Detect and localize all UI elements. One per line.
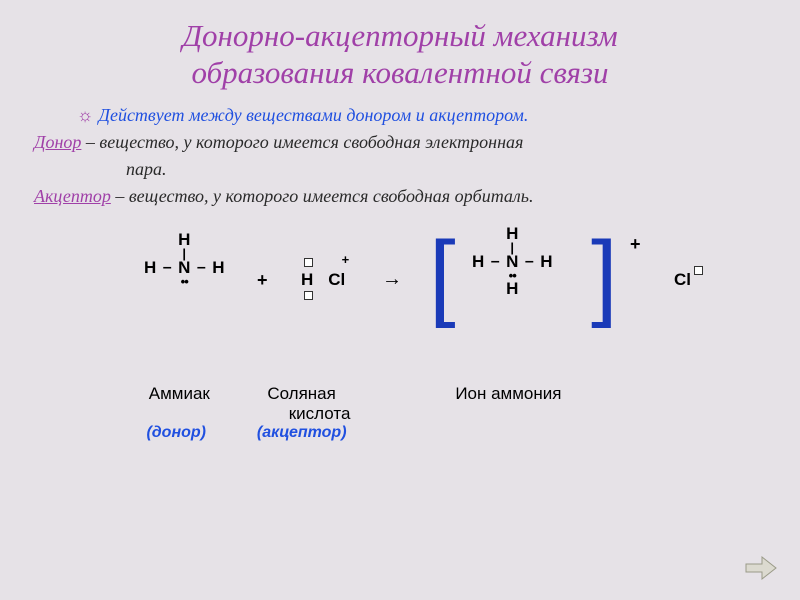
label-hcl-1: Соляная [267, 384, 336, 403]
molecule-hcl: H Cl + [301, 270, 345, 290]
donor-def-1: – вещество, у которого имеется свободная… [81, 132, 523, 152]
bond-vertical: | [144, 250, 224, 258]
donor-def-2: пара. [126, 159, 167, 179]
sun-bullet-icon: ☼ [76, 103, 94, 128]
labels-row-names-2: кислота [34, 404, 766, 424]
bond-horizontal: – [195, 259, 208, 276]
labels-row-names: Аммиак Соляная Ион аммония [34, 384, 766, 404]
vacant-orbital-box [304, 258, 313, 267]
plus-sign: + [257, 270, 268, 291]
atom-h: H [472, 279, 552, 299]
bond-horizontal: – [161, 259, 174, 276]
lone-pair-dots: •• [144, 278, 224, 285]
reaction-diagram: H | H – N – H •• + H Cl + → [ [34, 230, 766, 380]
next-arrow-icon[interactable] [744, 554, 778, 582]
positive-charge: + [340, 252, 350, 267]
label-hcl-2: кислота [289, 404, 351, 423]
bracket-charge: + [630, 234, 641, 255]
bracket-right: ] [591, 228, 618, 324]
slide: Донорно-акцепторный механизм образования… [0, 0, 800, 600]
atom-cl: Cl [328, 270, 345, 289]
bracket-left: [ [429, 228, 456, 324]
labels-row-roles: (донор) (акцептор) [34, 424, 766, 442]
vacant-orbital-box [304, 291, 313, 300]
label-acceptor-role: (акцептор) [257, 424, 347, 441]
donor-term: Донор [34, 132, 81, 152]
molecule-nh3: H | H – N – H •• [144, 230, 224, 285]
atom-h: H [472, 252, 484, 271]
molecule-cl: Cl [674, 270, 691, 290]
acceptor-term: Акцептор [34, 186, 111, 206]
atom-h: H [212, 258, 224, 277]
bond-horizontal: – [523, 253, 536, 270]
acceptor-def: – вещество, у которого имеется свободная… [111, 186, 534, 206]
molecule-nh4: H | H – N – H •• H [472, 224, 552, 299]
bond-horizontal: – [489, 253, 502, 270]
atom-h: H [301, 270, 313, 289]
donor-line-1: Донор – вещество, у которого имеется сво… [34, 130, 766, 155]
statement-line: ☼ Действует между веществами донором и а… [34, 103, 766, 128]
label-ion: Ион аммония [455, 384, 561, 403]
donor-line-2: пара. [34, 157, 766, 182]
lone-pair-dots: •• [472, 272, 552, 279]
vacant-orbital-box [694, 266, 703, 275]
title-line-1: Донорно-акцепторный механизм [182, 18, 617, 53]
title-line-2: образования ковалентной связи [192, 55, 609, 90]
bond-vertical: | [472, 244, 552, 252]
acceptor-line: Акцептор – вещество, у которого имеется … [34, 184, 766, 209]
statement-text: Действует между веществами донором и акц… [99, 105, 529, 125]
atom-cl: Cl [674, 270, 691, 289]
labels-block: Аммиак Соляная Ион аммония кислота (доно… [34, 384, 766, 442]
atom-h: H [540, 252, 552, 271]
atom-h: H [144, 258, 156, 277]
page-title: Донорно-акцепторный механизм образования… [34, 18, 766, 91]
positive-charge: + [630, 234, 641, 254]
reaction-arrow-icon: → [382, 268, 402, 291]
label-donor-role: (донор) [146, 424, 206, 441]
label-ammonia: Аммиак [149, 384, 210, 403]
